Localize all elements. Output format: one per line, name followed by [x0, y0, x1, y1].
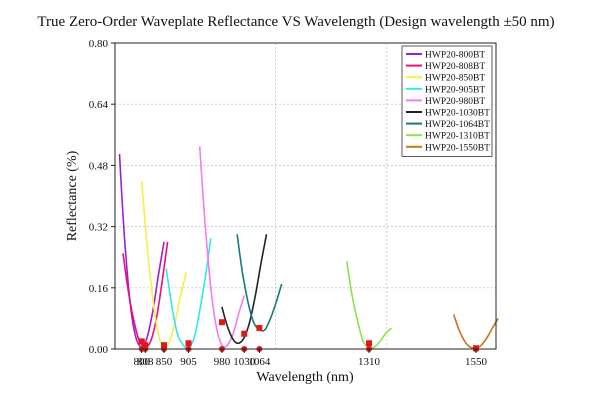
- y-axis-label: Reflectance (%): [65, 150, 80, 241]
- minimum-marker: [142, 342, 149, 349]
- series-line-hwp20-1550bt: [452, 314, 499, 350]
- y-tick-label: 0.80: [89, 38, 109, 50]
- minimum-marker: [218, 319, 225, 326]
- legend-label: HWP20-1310BT: [425, 132, 490, 142]
- minimum-marker: [161, 342, 168, 349]
- x-axis-label: Wavelength (nm): [256, 370, 354, 385]
- chart-title: True Zero-Order Waveplate Reflectance VS…: [37, 14, 554, 30]
- legend-label: HWP20-850BT: [425, 74, 485, 84]
- legend-label: HWP20-905BT: [425, 85, 485, 95]
- plot-frame: [114, 42, 497, 350]
- minimum-marker: [241, 330, 248, 337]
- legend-label: HWP20-980BT: [425, 97, 485, 107]
- minimum-marker: [138, 338, 145, 345]
- series-line-hwp20-1064bt: [236, 234, 283, 332]
- legend: HWP20-800BTHWP20-808BTHWP20-850BTHWP20-9…: [401, 45, 493, 157]
- minimum-marker: [366, 340, 372, 347]
- legend-label: HWP20-1550BT: [425, 143, 490, 153]
- y-tick-label: 0.16: [89, 283, 109, 295]
- minimum-marker: [256, 324, 263, 331]
- y-tick-label: 0.32: [89, 222, 108, 234]
- x-tick-label: 1064: [248, 356, 271, 368]
- series-line-hwp20-1030bt: [221, 234, 268, 345]
- y-tick-label: 0.64: [89, 99, 109, 111]
- legend-label: HWP20-808BT: [425, 62, 485, 72]
- y-tick-label: 0.48: [89, 160, 109, 172]
- series-lines: [118, 146, 499, 350]
- series-line-hwp20-1310bt: [345, 260, 392, 349]
- y-tick-label: 0.00: [89, 344, 109, 356]
- x-tick-label: 808: [137, 356, 154, 368]
- x-tick-label: 1550: [465, 356, 488, 368]
- x-tick-label: 1030: [233, 356, 256, 368]
- x-tick-label: 1310: [358, 356, 381, 368]
- minimum-marker: [185, 340, 192, 347]
- x-tick-label: 850: [156, 356, 173, 368]
- series-line-hwp20-980bt: [198, 146, 245, 348]
- legend-label: HWP20-800BT: [425, 51, 485, 61]
- y-axis: 0.00 0.16 0.32 0.48 0.64 0.80: [89, 38, 115, 356]
- legend-label: HWP20-1030BT: [425, 109, 490, 119]
- x-tick-label: 980: [214, 356, 231, 368]
- x-tick-label: 800: [133, 356, 150, 368]
- legend-label: HWP20-1064BT: [425, 120, 490, 130]
- x-tick-label: 905: [180, 356, 197, 368]
- minimum-markers: [138, 319, 479, 352]
